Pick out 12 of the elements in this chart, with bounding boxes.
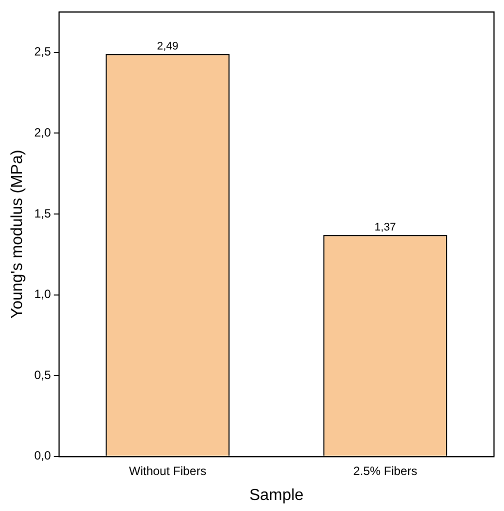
x-tick-label: Without Fibers (128, 464, 206, 478)
y-tick-label: 1,0 (34, 287, 52, 302)
y-tick-label: 2,0 (34, 126, 52, 140)
y-tick-label: 0,5 (34, 368, 52, 382)
y-axis-title: Young's modulus (MPa) (9, 150, 26, 319)
x-tick-label: 2.5% Fibers (353, 464, 418, 478)
data-label: 2,49 (156, 40, 178, 53)
x-axis-title: Sample (249, 486, 304, 504)
y-tick-label: 1,5 (34, 206, 52, 220)
y-tick-label: 2,5 (34, 44, 52, 59)
y-tick-label: 0,0 (34, 448, 52, 463)
data-label: 1,37 (374, 222, 396, 234)
